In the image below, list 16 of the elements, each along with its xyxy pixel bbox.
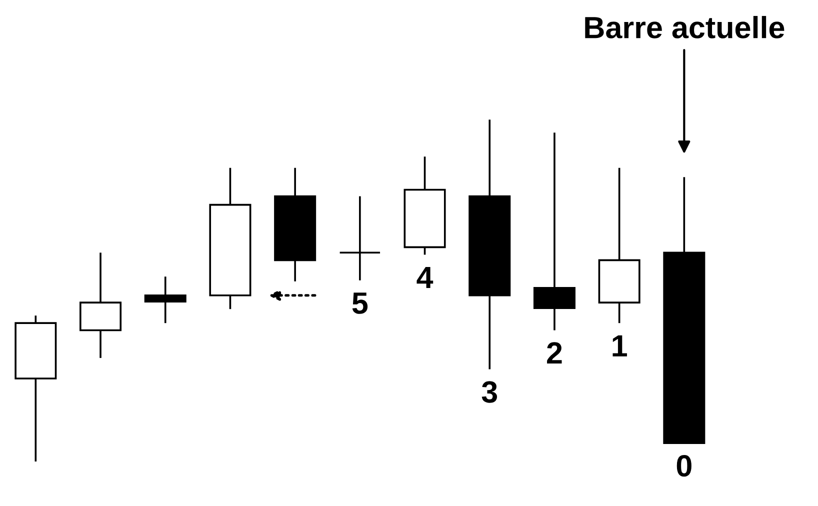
annotation: 1 xyxy=(612,335,627,356)
candlestick xyxy=(598,166,640,324)
annotation: 3 xyxy=(482,381,498,403)
candlestick xyxy=(209,166,252,310)
annotation: 2 xyxy=(547,342,562,364)
text: Barre actuelle xyxy=(585,16,784,38)
candlestick xyxy=(468,118,511,370)
annotation: 0 xyxy=(676,455,692,477)
candlestick xyxy=(274,166,316,282)
candlestick xyxy=(144,276,186,324)
candlestick xyxy=(338,195,381,282)
candlestick xyxy=(80,252,122,359)
candlestick xyxy=(663,176,706,444)
candlestick xyxy=(533,132,576,332)
annotation: 5 xyxy=(352,292,368,314)
annotation: 4 xyxy=(416,266,434,288)
